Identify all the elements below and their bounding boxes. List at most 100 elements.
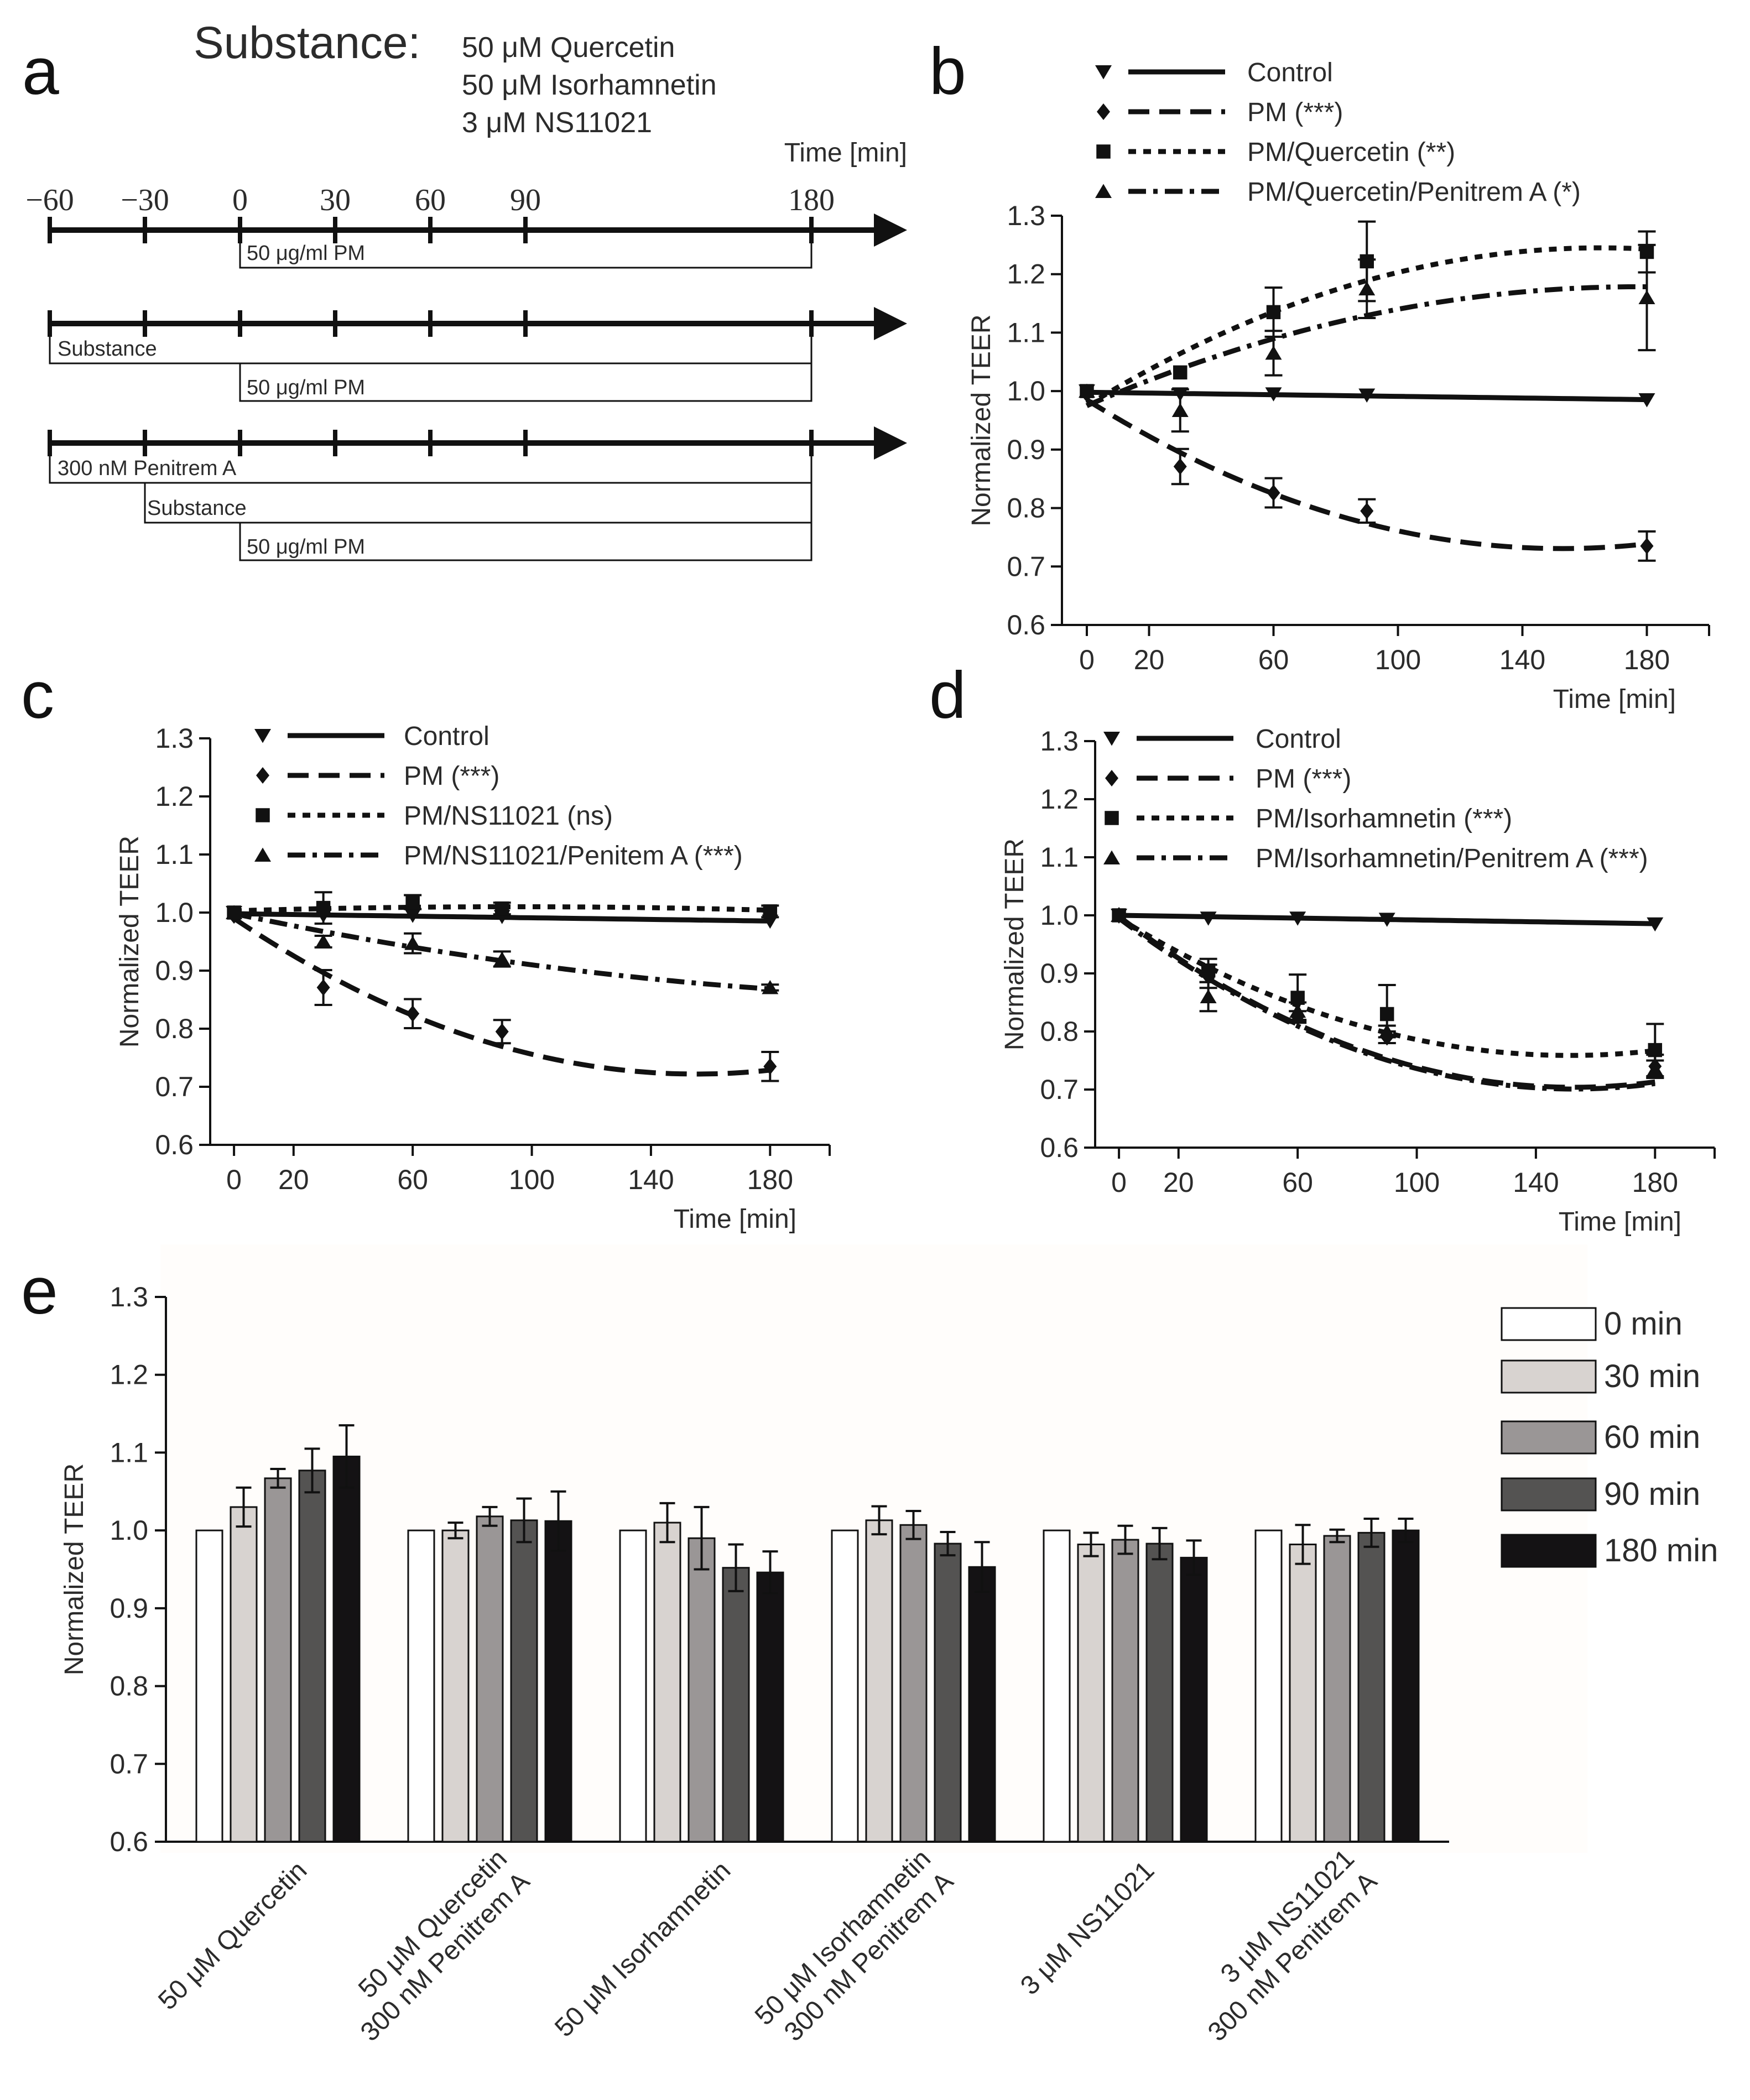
- triangle-down-marker: [1095, 65, 1112, 80]
- bar: [544, 1520, 572, 1843]
- diamond-marker: [1173, 458, 1187, 475]
- bar: [1254, 1529, 1283, 1843]
- square-marker: [1173, 365, 1188, 380]
- panel-a-protocol: a Substance: 50 μM Quercetin 50 μM Isorh…: [22, 18, 907, 561]
- x-tick-label: 60: [1258, 644, 1289, 675]
- substance-list: 50 μM Quercetin 50 μM Isorhamnetin 3 μM …: [462, 32, 717, 139]
- triangle-up-marker: [1111, 908, 1128, 922]
- triangle-up-marker: [493, 951, 511, 966]
- time-axis-label: Time [min]: [784, 138, 907, 168]
- y-tick-label: 0.8: [1007, 493, 1045, 524]
- timeline-arrowhead-3: [874, 426, 907, 460]
- y-tick-label: 1.3: [110, 1281, 148, 1312]
- y-tick-label: 0.7: [110, 1748, 148, 1779]
- chart-c: 0.6 0.7 0.8 0.9 1.0 1.1 1.2 1.3 0 20 60 100 140 180 No…: [115, 722, 831, 1234]
- x-tick-label: 180: [747, 1164, 793, 1195]
- pm-exposure-box: [239, 362, 812, 402]
- triangle-down-marker: [1200, 911, 1217, 926]
- bar: [230, 1506, 258, 1843]
- y-tick-label: 1.2: [110, 1359, 148, 1390]
- y-tick-label: 1.1: [1040, 842, 1079, 873]
- y-tick-label: 1.1: [1007, 317, 1045, 348]
- square-marker: [1379, 1007, 1394, 1022]
- square-marker: [494, 901, 509, 916]
- legend-label: PM/Quercetin/Penitrem A (*): [1247, 178, 1581, 207]
- y-tick-label: 0.9: [1007, 434, 1045, 465]
- diamond-marker: [1267, 484, 1280, 502]
- triangle-down-marker: [1638, 393, 1655, 408]
- bar: [899, 1524, 928, 1843]
- bar: [1111, 1539, 1139, 1843]
- fit-curve: [1085, 398, 1647, 551]
- fit-curve: [1117, 916, 1655, 1092]
- bar: [653, 1521, 681, 1843]
- category-label: 50 μM Quercetin300 nM Penitrem A: [332, 1844, 535, 2047]
- y-tick-label: 1.1: [155, 839, 194, 870]
- x-tick-label: 60: [1282, 1167, 1313, 1198]
- timeline-arrowhead-1: [874, 213, 907, 247]
- legend-label: 60 min: [1604, 1419, 1700, 1455]
- y-tick-label: 0.8: [1040, 1016, 1079, 1047]
- pm-exposure-box: [239, 522, 812, 561]
- square-marker: [1096, 144, 1111, 159]
- panel-letter-c: c: [21, 658, 54, 732]
- y-tick-label: 1.1: [110, 1437, 148, 1468]
- x-axis-title: Time [min]: [674, 1205, 796, 1234]
- bar: [1357, 1531, 1386, 1843]
- legend-label: 90 min: [1604, 1476, 1700, 1512]
- bar: [831, 1529, 859, 1843]
- y-tick-label: 1.0: [1007, 376, 1045, 407]
- time-tick-label: 30: [320, 183, 351, 217]
- legend-label: Control: [404, 722, 489, 751]
- x-tick-label: 20: [1163, 1167, 1194, 1198]
- series-control: [1079, 384, 1655, 408]
- time-tick-label: 60: [415, 183, 446, 217]
- x-tick-label: 140: [1499, 644, 1545, 675]
- bar: [407, 1529, 435, 1843]
- y-tick-label: 0.7: [1007, 551, 1045, 582]
- legend-label: PM (***): [404, 762, 499, 791]
- time-tick-label: −60: [25, 183, 74, 217]
- square-marker: [1201, 963, 1216, 978]
- diamond-marker: [316, 979, 330, 996]
- legend-label: 30 min: [1604, 1358, 1700, 1394]
- bar-group: [195, 1424, 361, 1843]
- legend-swatch: [1501, 1359, 1597, 1394]
- triangle-down-marker: [1289, 911, 1306, 926]
- time-tick-label: 0: [232, 183, 248, 217]
- category-label: 50 μM Isorhamnetin: [549, 1856, 736, 2042]
- y-tick-label: 0.7: [1040, 1074, 1079, 1105]
- substance-box-label: Substance: [147, 497, 247, 520]
- y-tick-label: 1.3: [1040, 726, 1079, 757]
- y-tick-label: 0.9: [155, 955, 194, 986]
- y-tick-label: 0.9: [1040, 958, 1079, 989]
- diamond-marker: [406, 1005, 420, 1022]
- triangle-up-marker: [226, 905, 243, 919]
- category-label-line: 3 μM NS11021: [1015, 1856, 1160, 2000]
- bar-group: [619, 1502, 784, 1843]
- triangle-up-marker: [1079, 383, 1095, 398]
- panel-letter-a: a: [22, 34, 59, 108]
- fit-curve: [232, 916, 770, 1077]
- pm-label: 50 μg/ml PM: [247, 376, 365, 399]
- triangle-down-marker: [254, 729, 271, 743]
- diamond-marker: [1105, 770, 1118, 786]
- category-label-line: 50 μM Quercetin: [153, 1856, 312, 2015]
- x-tick-label: 180: [1624, 644, 1670, 675]
- triangle-up-marker: [1289, 1003, 1306, 1018]
- bar-group: [831, 1505, 996, 1843]
- time-tick-label: 90: [510, 183, 541, 217]
- y-tick-label: 1.0: [1040, 900, 1079, 931]
- bar: [195, 1529, 223, 1843]
- y-tick-label: 1.3: [1007, 200, 1045, 231]
- diamond-marker: [763, 1058, 777, 1075]
- chart-b: 0.6 0.7 0.8 0.9 1.0 1.1 1.2 1.3 0 20 60 100 140 180 No…: [967, 58, 1710, 714]
- y-tick-label: 0.6: [1040, 1132, 1079, 1163]
- triangle-up-marker: [1358, 281, 1376, 296]
- protocol-3: 300 nM Penitrem A Substance 50 μg/ml PM: [48, 426, 907, 561]
- bar: [1323, 1535, 1351, 1843]
- protocol-2: Substance 50 μg/ml PM: [48, 307, 907, 402]
- bar: [934, 1543, 962, 1843]
- bar: [510, 1519, 538, 1843]
